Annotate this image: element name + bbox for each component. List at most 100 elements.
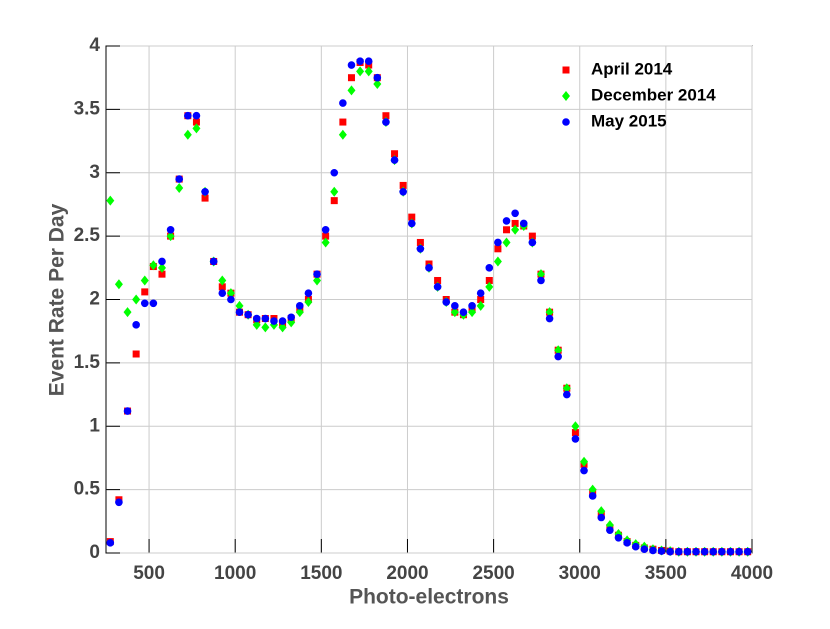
marker <box>140 299 149 308</box>
y-tick-label: 0 <box>89 542 100 563</box>
marker <box>450 307 459 318</box>
marker <box>571 429 579 437</box>
marker <box>330 186 339 197</box>
marker <box>726 547 735 556</box>
marker <box>485 264 494 272</box>
marker <box>640 545 649 553</box>
marker <box>692 547 700 556</box>
marker <box>201 194 209 202</box>
legend-marker <box>562 118 570 126</box>
marker <box>562 383 571 394</box>
marker <box>476 300 485 311</box>
marker <box>606 526 614 534</box>
marker <box>451 302 459 310</box>
marker <box>718 547 726 556</box>
x-tick-label: 3500 <box>645 563 687 584</box>
marker <box>356 66 365 77</box>
marker <box>321 225 330 234</box>
marker <box>114 279 123 290</box>
marker <box>192 123 201 134</box>
marker <box>502 237 511 248</box>
marker <box>511 209 519 218</box>
marker <box>149 260 158 271</box>
marker <box>416 238 424 246</box>
marker <box>218 283 226 291</box>
y-tick-label: 4 <box>89 35 100 56</box>
marker <box>503 226 511 234</box>
marker <box>261 322 270 333</box>
legend-marker <box>562 66 570 74</box>
marker <box>304 289 313 297</box>
marker <box>339 99 347 107</box>
y-axis-title: Event Rate Per Day <box>46 203 69 396</box>
marker <box>373 79 382 90</box>
marker <box>123 407 132 415</box>
marker <box>433 283 442 291</box>
legend-label: December 2014 <box>591 85 716 104</box>
marker <box>700 547 709 556</box>
marker <box>399 187 407 196</box>
marker <box>588 492 597 500</box>
marker <box>442 298 451 306</box>
marker <box>184 111 192 120</box>
marker <box>476 289 485 297</box>
y-tick-label: 1 <box>89 415 100 436</box>
marker <box>278 322 287 333</box>
marker <box>399 181 407 189</box>
marker <box>494 245 502 253</box>
marker <box>287 313 295 322</box>
legend-label: April 2014 <box>591 59 673 78</box>
marker <box>347 74 355 82</box>
marker <box>511 224 520 235</box>
marker <box>545 314 554 323</box>
marker <box>252 319 261 330</box>
marker <box>623 539 631 547</box>
marker <box>235 300 244 311</box>
marker <box>709 547 718 556</box>
marker <box>545 307 554 318</box>
marker <box>115 498 123 507</box>
marker <box>407 219 416 228</box>
marker <box>304 297 313 308</box>
marker <box>554 345 563 356</box>
marker <box>571 421 580 432</box>
marker <box>563 390 571 399</box>
marker <box>166 225 175 234</box>
marker <box>218 275 227 286</box>
marker <box>201 187 209 196</box>
marker <box>313 270 321 278</box>
marker <box>227 295 235 304</box>
y-tick-label: 2 <box>89 289 100 310</box>
marker <box>425 264 433 272</box>
marker <box>218 289 227 297</box>
marker <box>166 231 175 242</box>
marker <box>158 270 166 278</box>
marker <box>511 219 519 227</box>
marker <box>459 308 468 316</box>
marker <box>580 466 588 475</box>
x-tick-label: 2000 <box>386 563 428 584</box>
marker <box>313 275 322 286</box>
marker <box>322 232 330 240</box>
marker <box>390 156 399 164</box>
marker <box>580 456 589 467</box>
marker <box>743 547 752 556</box>
marker <box>132 294 141 305</box>
marker <box>416 245 425 253</box>
marker <box>493 256 502 267</box>
marker <box>132 321 140 329</box>
marker <box>192 118 200 126</box>
marker <box>528 232 536 240</box>
marker <box>683 547 692 556</box>
y-tick-label: 3 <box>89 162 100 183</box>
legend-label: May 2015 <box>591 111 667 130</box>
marker <box>485 276 493 284</box>
marker <box>278 317 287 325</box>
marker <box>502 217 511 225</box>
marker <box>141 288 149 296</box>
marker <box>338 129 347 140</box>
marker <box>408 213 416 221</box>
marker <box>226 288 235 299</box>
marker <box>244 310 252 319</box>
